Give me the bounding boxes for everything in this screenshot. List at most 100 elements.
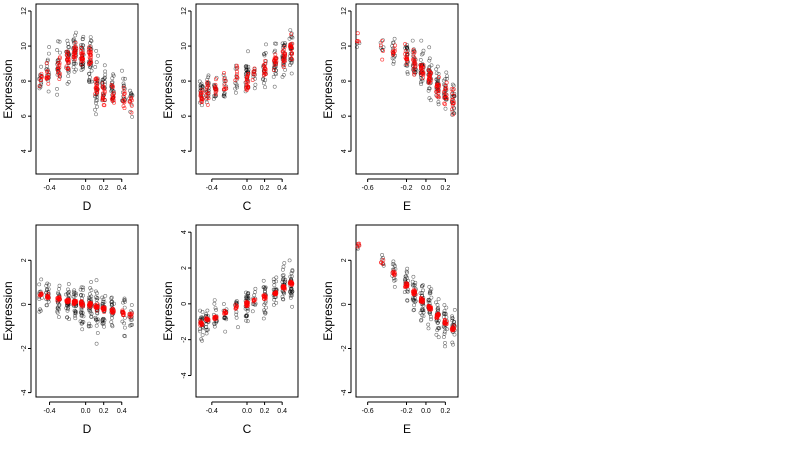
observed-point: [78, 310, 83, 315]
y-tick-label: 0: [21, 302, 28, 306]
fitted-point: [419, 296, 424, 301]
plot-frame: [35, 3, 139, 175]
observed-point: [405, 298, 410, 303]
observed-point: [426, 297, 431, 302]
y-tick-label: 8: [341, 79, 348, 83]
observed-point: [39, 64, 44, 69]
fitted-point: [224, 86, 229, 91]
fitted-point: [205, 102, 210, 107]
observed-point: [274, 41, 279, 46]
observed-point: [427, 56, 432, 61]
fitted-point: [288, 280, 293, 285]
observed-point: [222, 315, 227, 320]
observed-point: [245, 308, 250, 313]
y-tick-label: -2: [341, 345, 348, 351]
observed-point: [402, 279, 407, 284]
y-tick-label: -2: [181, 336, 188, 342]
fitted-point: [122, 99, 127, 103]
observed-point: [130, 115, 135, 119]
observed-point: [198, 308, 203, 313]
observed-point: [222, 94, 227, 99]
fitted-point: [391, 50, 396, 55]
observed-point: [200, 333, 205, 337]
observed-point: [405, 266, 410, 271]
observed-point: [93, 65, 98, 69]
observed-point: [121, 76, 126, 81]
observed-point: [392, 284, 397, 289]
observed-point: [100, 317, 105, 322]
fitted-point: [55, 66, 60, 71]
observed-point: [404, 275, 409, 280]
fitted-point: [437, 82, 441, 87]
fitted-point: [100, 97, 105, 102]
fitted-point: [65, 67, 70, 71]
observed-point: [71, 61, 76, 66]
fitted-point: [72, 51, 77, 56]
observed-point: [71, 65, 76, 70]
observed-point: [221, 93, 226, 98]
fitted-point: [245, 300, 250, 305]
observed-point: [121, 81, 126, 86]
observed-point: [110, 316, 114, 320]
observed-point: [57, 315, 61, 319]
fitted-point: [272, 56, 277, 60]
y-tick-label: 2: [341, 258, 348, 262]
observed-point: [122, 297, 127, 302]
fitted-point: [205, 96, 210, 101]
observed-point: [428, 314, 433, 319]
fitted-point: [200, 90, 205, 95]
observed-point: [289, 271, 294, 276]
observed-point: [429, 295, 434, 300]
fitted-point: [288, 42, 293, 47]
panel-bottom-right: -0.6 -0.2 0.0 0.2 -4 -2 0 2 E Expression: [321, 224, 459, 436]
observed-point: [419, 52, 424, 57]
x-tick-label: 0.0: [242, 408, 252, 415]
observed-point: [200, 316, 205, 321]
y-tick-label: 4: [181, 230, 188, 234]
observed-point: [66, 70, 71, 75]
observed-point: [405, 289, 409, 294]
observed-point: [55, 87, 59, 91]
fitted-point: [282, 56, 287, 61]
y-tick-label: -4: [21, 389, 28, 395]
observed-point: [57, 39, 62, 44]
panel-top-right: -0.6 -0.2 0.0 0.2 4 6 8 10 12 E Expression: [321, 3, 459, 213]
observed-point: [246, 49, 250, 54]
observed-point: [206, 75, 211, 80]
fitted-point: [73, 40, 78, 45]
observed-point: [245, 319, 250, 324]
observed-point: [102, 324, 106, 329]
x-axis-title: C: [243, 199, 252, 213]
observed-point: [72, 288, 77, 293]
fitted-point: [57, 61, 62, 65]
observed-point: [428, 289, 433, 293]
y-tick-label: 6: [21, 114, 28, 118]
fitted-point: [251, 299, 256, 304]
observed-point: [272, 50, 277, 55]
panel-top-middle: -0.4 0.0 0.2 0.4 4 6 8 10 12 C Expression: [161, 3, 299, 213]
fitted-point: [234, 74, 239, 79]
observed-point: [46, 89, 51, 94]
fitted-point: [280, 49, 285, 54]
observed-point: [419, 38, 424, 43]
observed-point: [100, 318, 105, 323]
fitted-point: [57, 62, 62, 67]
x-tick-label: 0.2: [99, 185, 109, 192]
y-axis-title: Expression: [321, 281, 335, 340]
observed-point: [442, 331, 447, 336]
fitted-points: [198, 279, 295, 328]
observed-point: [73, 316, 78, 321]
fitted-point: [87, 56, 92, 61]
observed-point: [39, 277, 44, 282]
fitted-point: [109, 308, 114, 313]
observed-point: [427, 45, 432, 50]
fitted-point: [234, 63, 239, 68]
observed-point: [405, 270, 409, 275]
fitted-point: [111, 90, 116, 95]
observed-point: [56, 39, 60, 44]
observed-point: [354, 45, 359, 50]
fitted-point: [357, 241, 362, 246]
observed-point: [94, 323, 99, 328]
observed-point: [435, 320, 440, 325]
observed-point: [452, 319, 457, 324]
